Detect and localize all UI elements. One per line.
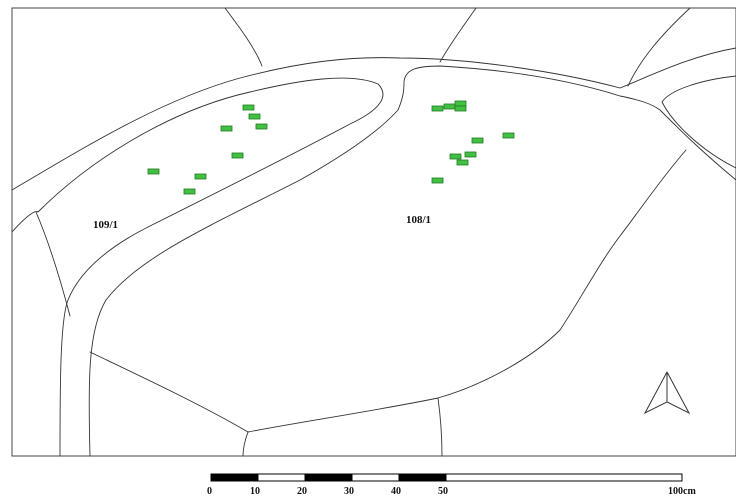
plot [242,104,255,111]
plot [194,173,207,180]
boundary-top-mid [439,7,477,63]
road-edge-west-island [11,77,384,457]
scale-segment [210,473,259,482]
scale-label: 20 [297,486,307,497]
scale-segment [351,473,400,482]
parcel-boundaries [35,7,691,457]
parcel-label-108-1: 108/1 [406,214,431,226]
boundary-west [35,211,71,317]
plot [220,125,233,132]
plot [147,168,160,175]
plot [255,123,268,130]
boundary-top-right [627,7,691,87]
boundary-east-parcel [247,149,687,433]
map-frame [11,7,736,457]
road-edge-upper [11,47,736,191]
plot [443,103,456,110]
scale-label: 50 [438,486,448,497]
plot [471,137,484,144]
plot [454,100,467,107]
plot [248,113,261,120]
plot [431,177,444,184]
scale-label: 30 [344,486,354,497]
boundary-top-left [224,7,263,67]
parcel-label-109-1: 109/1 [93,219,118,231]
plot [454,105,467,112]
boundary-southwest [89,351,249,433]
boundary-south-2 [437,397,443,457]
plot [431,105,444,112]
plot [456,159,469,166]
plot [231,152,244,159]
plot [449,153,462,160]
plot [464,151,477,158]
road-edge-right-island [661,75,736,169]
scale-segment [257,473,306,482]
north-arrow-icon [643,371,691,415]
scale-label: 100cm [668,486,696,497]
plot [183,188,196,195]
scale-label: 40 [391,486,401,497]
scale-segment [445,473,683,482]
scale-label: 0 [207,486,212,497]
plots [147,100,515,195]
scale-segment [304,473,353,482]
scale-label: 10 [250,486,260,497]
road-network [11,47,736,457]
scale-bar: 0 10 20 30 40 50 100cm [207,473,696,497]
scale-segment [398,473,447,482]
boundary-south [242,431,249,457]
road-edge-east-parcel [88,65,736,457]
plot [502,132,515,139]
